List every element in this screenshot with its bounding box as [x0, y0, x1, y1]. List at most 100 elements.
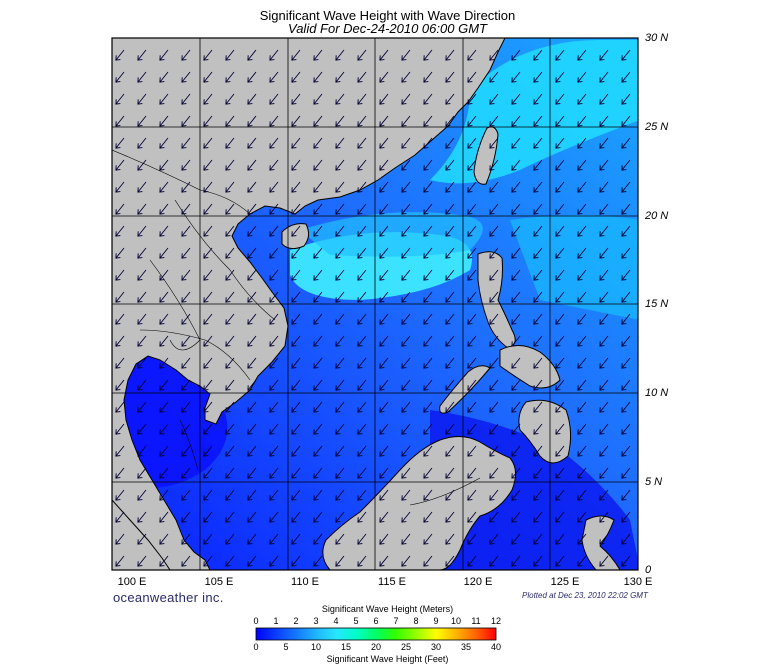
- wave-arrow: [291, 247, 301, 259]
- legend-feet-tick: 0: [253, 642, 259, 652]
- legend-meters-tick: 4: [333, 616, 339, 626]
- wave-arrow: [467, 181, 477, 193]
- wave-arrow: [445, 269, 455, 281]
- wave-arrow: [203, 511, 213, 523]
- wave-arrow: [357, 159, 367, 171]
- wave-arrow: [247, 203, 257, 215]
- legend-meters-tick: 1: [273, 616, 279, 626]
- wave-arrow: [511, 313, 521, 325]
- wave-arrow: [313, 379, 323, 391]
- wave-arrow: [335, 357, 345, 369]
- wave-arrow: [555, 269, 565, 281]
- wave-arrow: [599, 159, 609, 171]
- wave-arrow: [269, 555, 279, 567]
- wave-arrow: [489, 181, 499, 193]
- wave-arrow: [137, 357, 147, 369]
- wave-arrow: [291, 137, 301, 149]
- wave-arrow: [511, 489, 521, 501]
- wave-arrow: [203, 335, 213, 347]
- lon-label-125e: 125 E: [550, 576, 580, 588]
- wave-arrow: [379, 93, 389, 105]
- wave-arrow: [313, 489, 323, 501]
- wave-arrow: [511, 335, 521, 347]
- wave-arrow: [379, 423, 389, 435]
- wave-arrow: [159, 93, 169, 105]
- wave-arrow: [511, 357, 521, 369]
- wave-arrow: [621, 203, 631, 215]
- wave-arrow: [269, 467, 279, 479]
- wave-arrow: [423, 291, 433, 303]
- wave-arrow: [181, 445, 191, 457]
- wave-arrow: [313, 533, 323, 545]
- wave-arrow: [577, 203, 587, 215]
- wave-arrow: [511, 203, 521, 215]
- wave-arrow: [247, 357, 257, 369]
- wave-arrow: [577, 401, 587, 413]
- wave-arrow: [357, 401, 367, 413]
- wave-arrow: [159, 291, 169, 303]
- wave-arrow: [445, 203, 455, 215]
- wave-arrow: [489, 313, 499, 325]
- wave-arrow: [511, 445, 521, 457]
- wave-arrow: [313, 511, 323, 523]
- legend-feet-tick: 5: [283, 642, 289, 652]
- wave-arrow: [115, 137, 125, 149]
- legend-feet-tick: 40: [490, 642, 502, 652]
- wave-arrow: [621, 49, 631, 61]
- wave-arrow: [115, 71, 125, 83]
- wave-arrow: [335, 269, 345, 281]
- wave-arrow: [225, 93, 235, 105]
- wave-arrow: [291, 71, 301, 83]
- map-subtitle: Valid For Dec-24-2010 06:00 GMT: [288, 21, 487, 36]
- lat-label-20n: 20 N: [645, 210, 669, 222]
- wave-arrow: [555, 335, 565, 347]
- wave-arrow: [159, 533, 169, 545]
- wave-arrow: [247, 489, 257, 501]
- wave-arrow: [599, 181, 609, 193]
- wave-arrow: [181, 225, 191, 237]
- lat-label-30n: 30 N: [645, 32, 669, 44]
- wave-arrow: [379, 533, 389, 545]
- wave-arrow: [467, 335, 477, 347]
- wave-arrow: [467, 489, 477, 501]
- wave-arrow: [445, 115, 455, 127]
- wave-arrow: [225, 489, 235, 501]
- wave-arrow: [357, 357, 367, 369]
- legend-meters-tick: 10: [450, 616, 462, 626]
- luzon-island: [477, 251, 516, 349]
- legend-meters-tick: 11: [471, 616, 481, 626]
- wave-arrow: [269, 357, 279, 369]
- wave-arrow: [621, 313, 631, 325]
- wave-arrow: [335, 225, 345, 237]
- wave-arrow: [291, 49, 301, 61]
- wave-arrow: [511, 379, 521, 391]
- wave-arrow: [401, 357, 411, 369]
- wave-arrow: [401, 247, 411, 259]
- wave-arrow: [401, 71, 411, 83]
- wave-arrow: [445, 511, 455, 523]
- wave-arrow: [247, 291, 257, 303]
- wave-arrow: [335, 335, 345, 347]
- wave-arrow: [533, 291, 543, 303]
- wave-arrow: [621, 401, 631, 413]
- wave-arrow: [291, 423, 301, 435]
- wave-arrow: [489, 401, 499, 413]
- wave-arrow: [313, 93, 323, 105]
- wave-arrow: [511, 159, 521, 171]
- wave-arrow: [159, 247, 169, 259]
- sumatra-island: [112, 499, 171, 570]
- wave-arrow: [313, 357, 323, 369]
- wave-arrow: [599, 467, 609, 479]
- wave-arrow: [599, 379, 609, 391]
- wave-arrow: [357, 115, 367, 127]
- wave-arrow: [159, 489, 169, 501]
- wave-arrow: [379, 379, 389, 391]
- wave-arrow: [137, 467, 147, 479]
- legend-meters-tick: 0: [253, 616, 259, 626]
- wave-arrow: [533, 247, 543, 259]
- wave-arrow: [401, 159, 411, 171]
- wave-arrow: [115, 269, 125, 281]
- wave-arrow: [357, 291, 367, 303]
- wave-arrow: [621, 225, 631, 237]
- wave-arrow: [533, 71, 543, 83]
